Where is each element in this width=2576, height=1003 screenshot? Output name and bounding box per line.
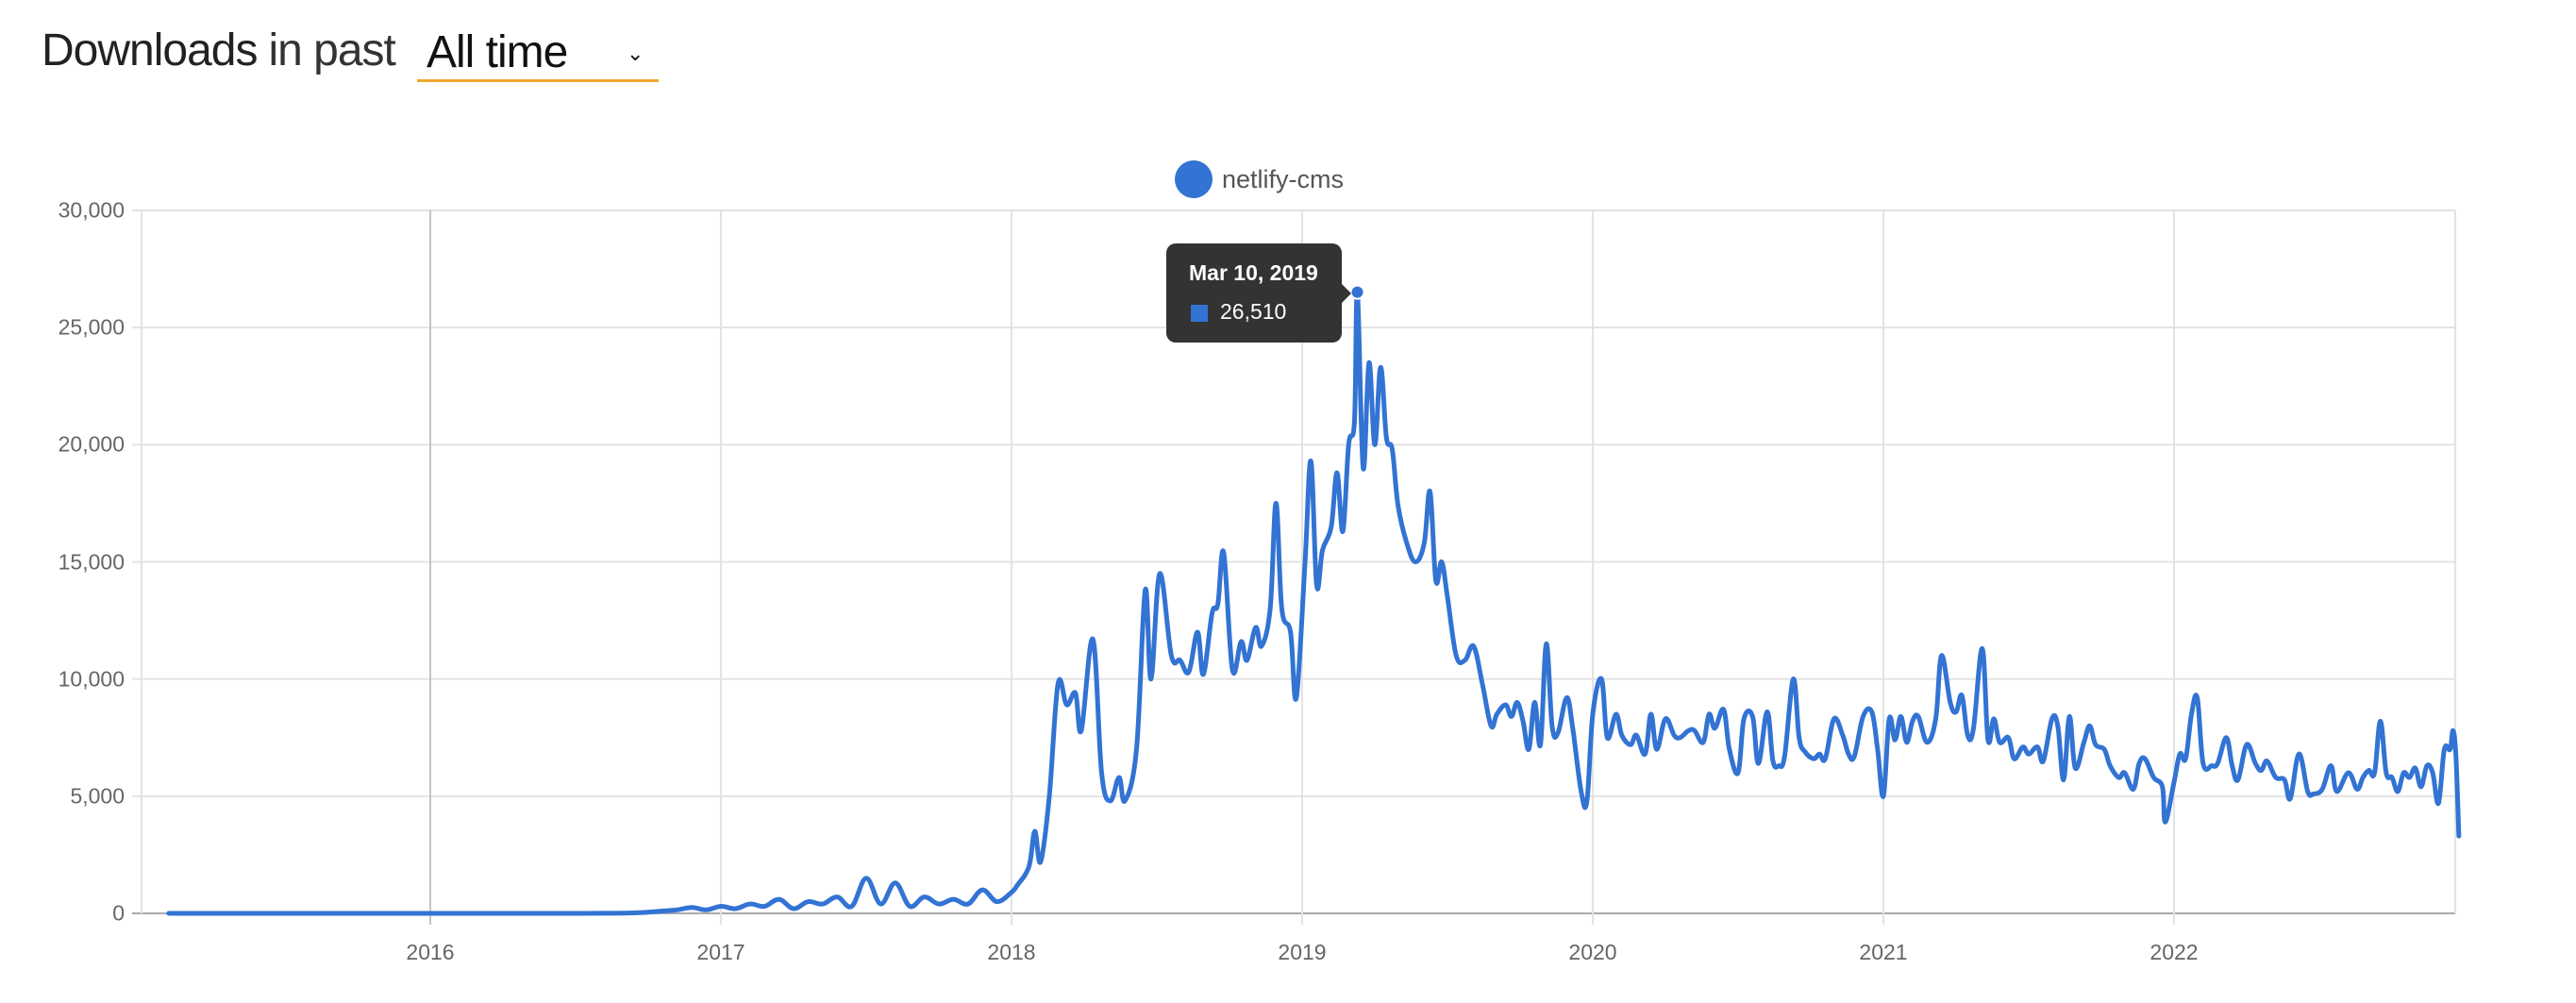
heading-downloads: Downloads — [42, 25, 258, 75]
y-tick-label: 10,000 — [58, 666, 125, 692]
x-tick-label: 2022 — [2149, 940, 2199, 964]
x-tick-label: 2021 — [1859, 940, 1908, 964]
legend-item-netlify-cms[interactable]: netlify-cms — [1175, 160, 1344, 198]
series-swatch-icon — [1191, 305, 1208, 322]
y-tick-label: 0 — [112, 900, 125, 926]
y-tick-label: 25,000 — [58, 314, 125, 340]
period-select-value: All time — [427, 27, 568, 77]
chevron-down-icon: ⌄ — [627, 42, 644, 65]
x-tick-label: 2019 — [1278, 940, 1327, 964]
x-tick-label: 2020 — [1568, 940, 1617, 964]
period-select[interactable]: All time ⌄ — [417, 21, 659, 82]
downloads-heading: Downloads in past — [42, 17, 396, 83]
x-tick-label: 2017 — [696, 940, 745, 964]
legend-dot-icon — [1175, 160, 1213, 198]
tooltip-date: Mar 10, 2019 — [1189, 260, 1318, 285]
x-tick-label: 2018 — [987, 940, 1036, 964]
y-tick-label: 20,000 — [58, 431, 125, 457]
legend-label: netlify-cms — [1222, 164, 1345, 193]
x-tick-label: 2016 — [406, 940, 455, 964]
highlight-point — [1349, 284, 1365, 300]
heading-in-past: in past — [268, 25, 395, 75]
tooltip-value: 26,510 — [1220, 299, 1287, 324]
y-tick-label: 30,000 — [58, 197, 125, 223]
series-line-netlify-cms — [166, 290, 2462, 916]
data-point-tooltip: Mar 10, 2019 26,510 — [1166, 243, 1351, 343]
y-tick-label: 5,000 — [70, 783, 125, 809]
y-tick-label: 15,000 — [58, 549, 125, 574]
